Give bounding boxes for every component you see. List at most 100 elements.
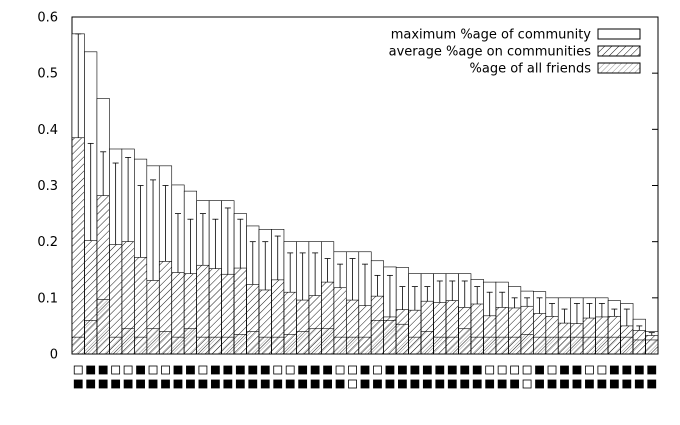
indicator-filled [560,379,569,389]
indicator-filled [398,379,407,389]
indicator-empty [373,365,382,375]
friends-bar [445,336,459,355]
friends-bar [321,328,335,355]
indicator-filled [148,379,158,389]
indicator-filled [335,379,345,389]
indicator-filled [260,365,270,375]
indicator-filled [260,379,270,389]
y-tick-label: 0.2 [37,235,58,250]
indicator-filled [535,379,544,389]
indicator-filled [360,365,370,375]
friends-bar [458,328,472,355]
indicator-filled [447,379,457,389]
indicator-filled [609,379,619,389]
friends-bar [208,336,222,355]
indicator-empty [547,365,557,375]
friends-bar [607,336,621,355]
indicator-filled [298,379,308,389]
indicator-empty [522,379,532,389]
indicator-filled [472,365,482,375]
indicator-filled [485,379,495,389]
friends-bar [233,334,247,355]
y-tick-label: 0.5 [37,67,58,82]
indicator-empty [73,365,83,375]
indicator-filled [310,379,320,389]
friends-bar [158,331,173,355]
friends-bar [557,336,572,355]
legend-label-maximum: maximum %age of community [391,28,592,43]
legend-swatch-maximum [597,28,641,40]
indicator-filled [410,379,420,389]
indicator-filled [572,379,582,389]
indicator-filled [173,379,183,389]
friends-bar [196,336,210,355]
indicator-filled [310,365,320,375]
friends-bar [271,336,285,355]
friends-bar [395,323,409,355]
friends-bar [570,336,584,355]
indicator-filled [285,379,295,389]
indicator-filled [634,365,644,375]
indicator-filled [373,379,382,389]
indicator-filled [560,365,569,375]
friends-bar [71,336,85,355]
indicator-empty [597,365,607,375]
friends-bar [258,336,272,355]
indicator-filled [198,379,208,389]
indicator-filled [136,379,145,389]
y-tick-label: 0.6 [37,11,58,26]
friends-bar [121,328,135,355]
indicator-filled [298,365,308,375]
friends-bar [246,331,260,355]
friends-bar [595,336,609,355]
indicator-filled [597,379,607,389]
indicator-filled [447,365,457,375]
friends-bar [483,336,497,355]
indicator-filled [323,365,332,375]
indicator-filled [460,379,470,389]
legend-label-all-friends: %age of all friends [470,62,592,77]
indicator-filled [410,365,420,375]
y-tick-label: 0.3 [37,179,58,194]
indicator-empty [123,365,133,375]
friends-bar [221,336,235,355]
avg-bar [71,137,85,355]
indicator-filled [572,365,582,375]
indicator-filled [173,365,183,375]
indicator-filled [273,379,283,389]
indicator-empty [198,365,208,375]
friends-bar [545,336,559,355]
indicator-filled [86,365,96,375]
indicator-empty [335,365,345,375]
indicator-filled [223,379,233,389]
friends-bar [408,336,422,355]
friends-bar [495,336,509,355]
legend-swatch-all-friends [597,62,641,74]
indicator-filled [385,379,395,389]
friends-bar [520,334,534,355]
indicator-filled [647,379,657,389]
legend: maximum %age of community average %age o… [389,28,641,77]
friends-bar [171,336,185,355]
indicator-filled [248,379,258,389]
friends-bar [470,336,484,355]
indicator-filled [248,365,258,375]
legend-swatch-average [597,45,641,57]
indicator-filled [634,379,644,389]
indicator-filled [73,379,83,389]
legend-item-average: average %age on communities [389,45,641,60]
friends-bar [308,328,322,355]
indicator-filled [422,379,432,389]
indicator-empty [510,365,520,375]
y-axis: 0 0.1 0.2 0.3 0.4 0.5 0.6 [37,11,658,363]
indicator-filled [235,379,245,389]
indicator-filled [398,365,407,375]
indicator-filled [111,379,121,389]
indicator-empty [348,379,357,389]
y-tick-label: 0.1 [37,291,58,306]
legend-item-all-friends: %age of all friends [470,62,641,77]
indicator-filled [647,365,657,375]
indicator-filled [460,365,470,375]
friends-bar [283,334,297,355]
